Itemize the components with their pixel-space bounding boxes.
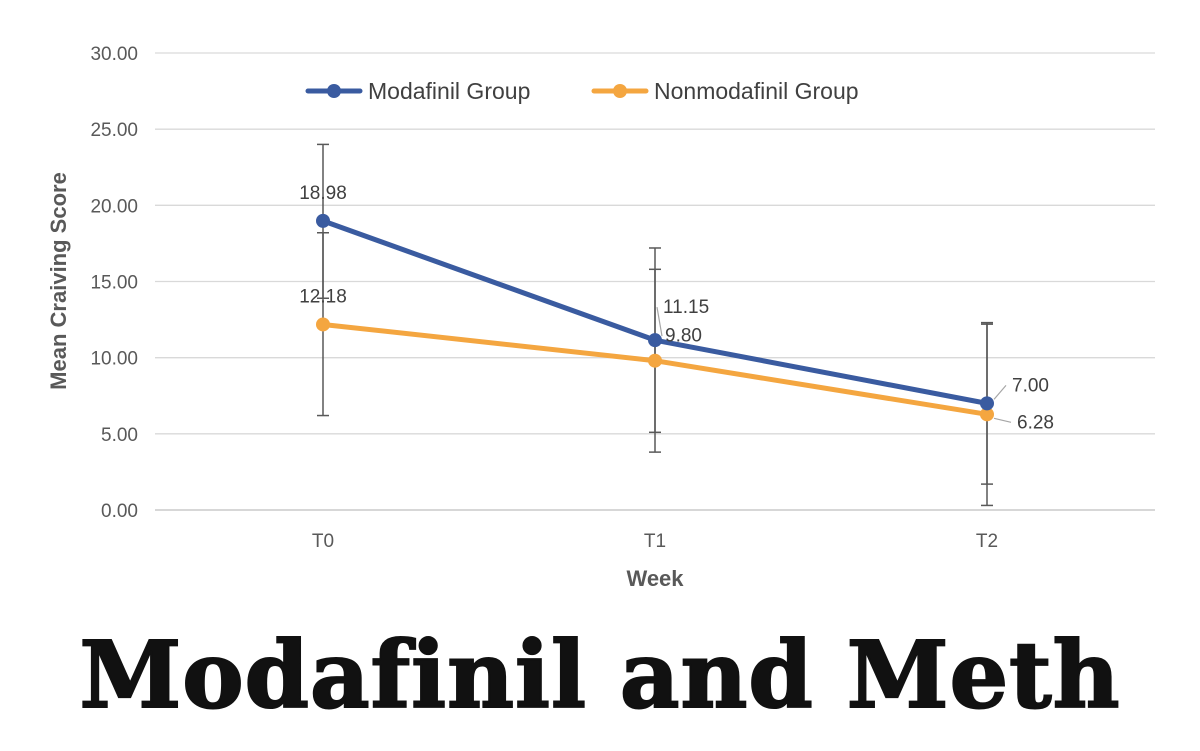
legend-label: Modafinil Group: [368, 78, 530, 104]
label-leader: [656, 307, 663, 337]
y-tick-label: 20.00: [90, 196, 138, 217]
data-point: [648, 333, 662, 348]
banner-title: Modafinil and Meth: [78, 620, 1121, 730]
label-leader: [993, 417, 1012, 423]
y-axis-title: Mean Craiving Score: [46, 172, 71, 390]
data-label: 18.98: [299, 183, 347, 204]
y-tick-label: 25.00: [90, 120, 138, 141]
data-point: [980, 407, 994, 422]
data-point: [316, 213, 330, 228]
y-tick-label: 0.00: [101, 501, 138, 522]
line-chart: 0.00 5.00 10.00 15.00 20.00 25.00 30.00 T0 T1 T2…: [46, 44, 1155, 591]
data-point: [316, 317, 330, 332]
series-lines: [316, 213, 994, 422]
data-labels: 18.98 11.15 7.00 12.18 9.80 6.28: [299, 183, 1054, 433]
data-point: [648, 353, 662, 368]
legend-label: Nonmodafinil Group: [654, 78, 859, 104]
y-tick-label: 5.00: [101, 425, 138, 446]
x-axis-ticks: T0 T1 T2: [312, 531, 998, 552]
x-tick-label: T2: [976, 531, 998, 552]
data-label: 7.00: [1012, 375, 1049, 396]
data-label: 12.18: [299, 286, 347, 307]
data-point: [980, 396, 994, 411]
y-tick-label: 10.00: [90, 349, 138, 370]
error-bars: [317, 143, 993, 507]
data-label: 11.15: [663, 297, 709, 318]
x-tick-label: T0: [312, 531, 334, 552]
banner: Modafinil and Meth: [0, 605, 1200, 745]
legend: Modafinil Group Nonmodafinil Group: [305, 78, 859, 104]
legend-swatch-marker: [327, 84, 341, 98]
x-tick-label: T1: [644, 531, 666, 552]
data-label: 9.80: [665, 326, 702, 347]
label-leader: [993, 384, 1007, 400]
x-axis-title: Week: [626, 566, 684, 591]
data-label: 6.28: [1017, 412, 1054, 433]
y-axis-ticks: 0.00 5.00 10.00 15.00 20.00 25.00 30.00: [90, 44, 138, 522]
y-tick-label: 30.00: [90, 44, 138, 65]
y-tick-label: 15.00: [90, 273, 138, 294]
legend-swatch-marker: [613, 84, 627, 98]
